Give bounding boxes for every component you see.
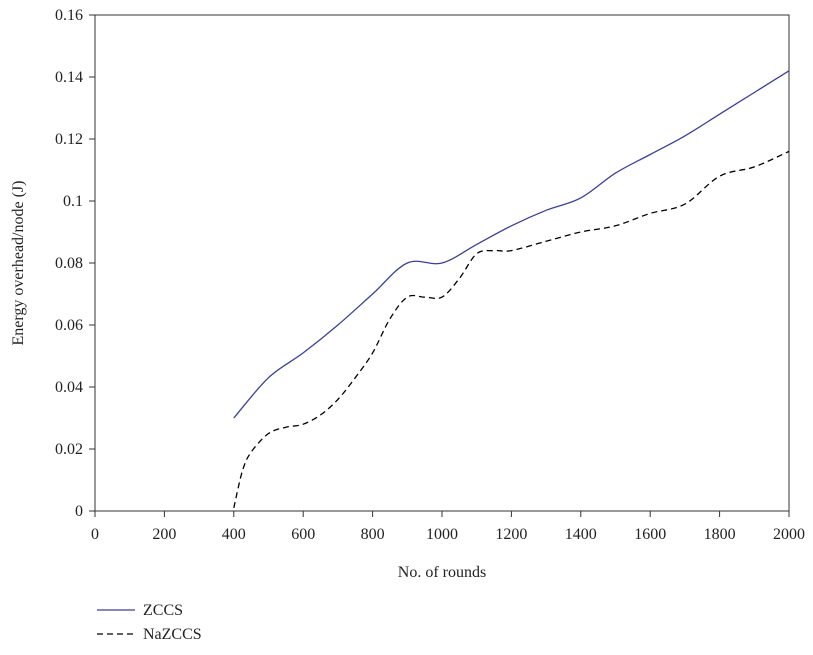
y-axis-title: Energy overhead/node (J) (10, 181, 27, 346)
legend-label-nazccs: NaZCCS (143, 626, 202, 643)
x-tick-label: 1600 (634, 526, 666, 543)
y-axis: 0 0.02 0.04 0.06 0.08 0.1 0.12 0.14 0.16 (55, 7, 95, 520)
x-tick-label: 0 (91, 526, 99, 543)
y-tick-label: 0.02 (55, 441, 83, 458)
x-tick-label: 600 (291, 526, 315, 543)
y-tick-label: 0.16 (55, 7, 83, 24)
legend-label-zccs: ZCCS (143, 602, 183, 619)
plot-area: 0 200 400 600 800 1000 1200 1400 1600 1800 2000 00… (55, 7, 805, 543)
series-lines (233, 70, 790, 509)
x-tick-label: 2000 (773, 526, 805, 543)
x-tick-label: 800 (361, 526, 385, 543)
x-axis: 0 200 400 600 800 1000 1200 1400 1600 1800 2000 (91, 511, 805, 543)
series-line-zccs (233, 70, 790, 419)
x-tick-label: 400 (222, 526, 246, 543)
series-line-nazccs (233, 150, 790, 509)
y-tick-label: 0.06 (55, 317, 83, 334)
x-tick-label: 200 (152, 526, 176, 543)
y-tick-label: 0.14 (55, 69, 83, 86)
x-axis-title: No. of rounds (398, 564, 486, 581)
y-tick-label: 0.04 (55, 379, 83, 396)
y-tick-label: 0.12 (55, 131, 83, 148)
x-tick-label: 1200 (495, 526, 527, 543)
y-tick-label: 0 (75, 503, 83, 520)
x-tick-label: 1400 (565, 526, 597, 543)
y-tick-label: 0.1 (63, 193, 83, 210)
x-tick-label: 1800 (704, 526, 736, 543)
x-tick-label: 1000 (426, 526, 458, 543)
legend: ZCCS NaZCCS (97, 602, 202, 643)
y-tick-label: 0.08 (55, 255, 83, 272)
